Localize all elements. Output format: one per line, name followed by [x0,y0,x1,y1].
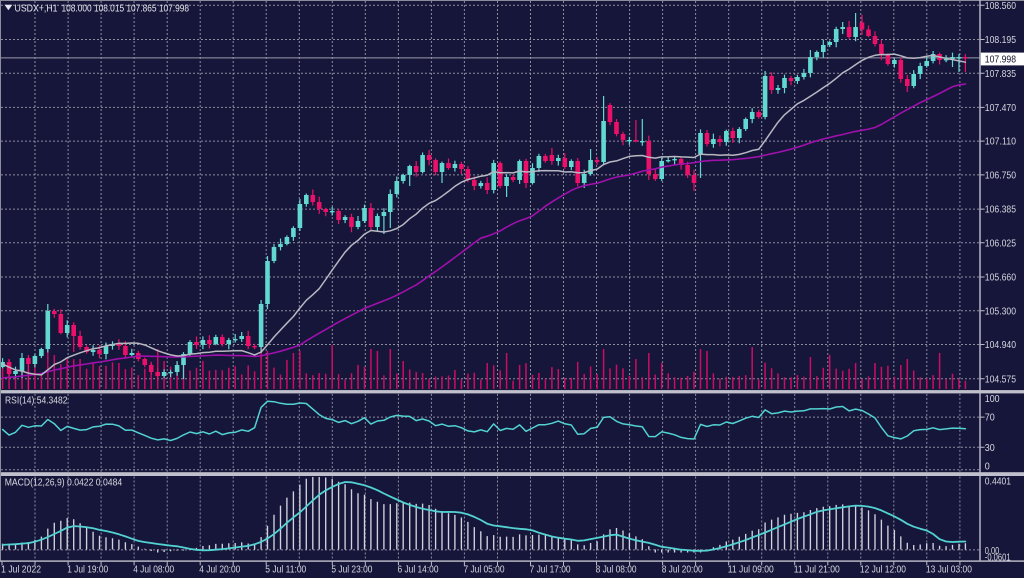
svg-text:11 Jul 21:00: 11 Jul 21:00 [794,565,840,576]
svg-text:106.385: 106.385 [985,205,1016,216]
svg-text:1 Jul 2022: 1 Jul 2022 [1,565,41,576]
svg-text:104.575: 104.575 [985,374,1016,385]
svg-text:0.00: 0.00 [985,546,1000,557]
svg-text:8 Jul 20:00: 8 Jul 20:00 [662,565,703,576]
svg-text:107.998: 107.998 [985,55,1016,66]
svg-text:106.025: 106.025 [985,238,1016,249]
svg-text:13 Jul 03:00: 13 Jul 03:00 [926,565,972,576]
svg-text:4 Jul 20:00: 4 Jul 20:00 [199,565,240,576]
svg-text:11 Jul 09:00: 11 Jul 09:00 [728,565,774,576]
svg-text:8 Jul 08:00: 8 Jul 08:00 [596,565,637,576]
svg-text:107.470: 107.470 [985,103,1016,114]
svg-text:100: 100 [985,394,1000,405]
svg-text:107.835: 107.835 [985,69,1016,80]
svg-text:107.110: 107.110 [985,137,1016,148]
svg-text:0: 0 [985,462,990,473]
svg-text:7 Jul 17:00: 7 Jul 17:00 [530,565,571,576]
svg-text:5 Jul 23:00: 5 Jul 23:00 [331,565,372,576]
svg-text:5 Jul 11:00: 5 Jul 11:00 [265,565,306,576]
svg-text:108.195: 108.195 [985,35,1016,46]
svg-text:0.4401: 0.4401 [985,477,1012,488]
svg-text:105.300: 105.300 [985,306,1016,317]
svg-text:104.940: 104.940 [985,340,1016,351]
svg-text:-0.0601: -0.0601 [985,552,1011,563]
svg-text:USDX+,H1: USDX+,H1 [15,4,58,15]
svg-text:4 Jul 08:00: 4 Jul 08:00 [133,565,174,576]
svg-text:105.660: 105.660 [985,273,1016,284]
svg-text:70: 70 [985,413,995,424]
svg-text:12 Jul 12:00: 12 Jul 12:00 [860,565,906,576]
svg-text:MACD(12,26,9) 0.0422 0.0484: MACD(12,26,9) 0.0422 0.0484 [5,477,123,488]
svg-text:108.560: 108.560 [985,1,1016,12]
svg-text:1 Jul 19:00: 1 Jul 19:00 [67,565,108,576]
svg-text:108.000 108.015 107.865 107.99: 108.000 108.015 107.865 107.998 [62,4,190,15]
svg-text:7 Jul 05:00: 7 Jul 05:00 [464,565,505,576]
svg-text:106.750: 106.750 [985,171,1016,182]
svg-text:30: 30 [985,443,995,454]
svg-text:RSI(14) 54.3482: RSI(14) 54.3482 [5,396,68,407]
svg-text:6 Jul 14:00: 6 Jul 14:00 [398,565,439,576]
